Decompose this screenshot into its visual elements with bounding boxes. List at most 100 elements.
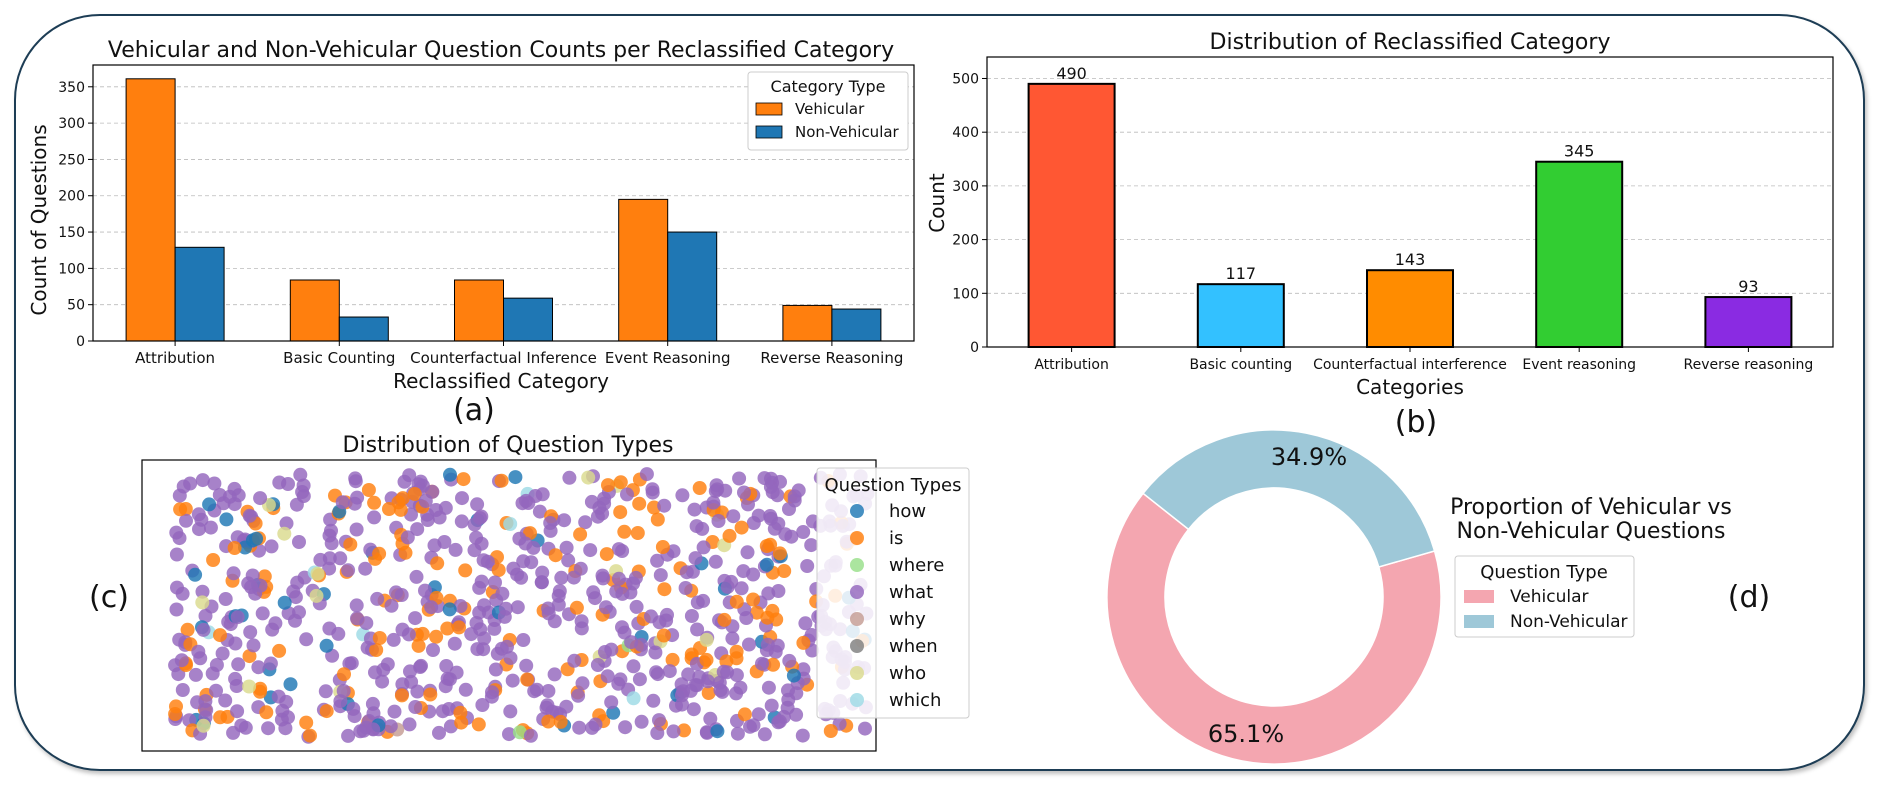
point-what: [170, 580, 184, 595]
point-is: [548, 548, 563, 563]
point-what: [678, 581, 693, 595]
point-what: [418, 583, 432, 598]
point-is: [343, 537, 358, 552]
point-what: [229, 679, 244, 693]
point-what: [272, 475, 287, 490]
legend-swatch-vehicular: [755, 102, 783, 116]
point-what: [367, 510, 382, 525]
point-what: [207, 476, 222, 491]
point-what: [344, 656, 359, 671]
point-what: [632, 672, 647, 687]
chart-a-ylabel: Count of Questions: [27, 124, 51, 315]
legend-marker-when: [850, 639, 864, 653]
point-what: [543, 516, 558, 530]
point-what: [265, 622, 280, 637]
point-what: [666, 724, 681, 739]
bar-non-vehicular-basic-counting: [338, 316, 389, 342]
chart-a-ytick-label: 100: [58, 261, 85, 277]
point-is: [749, 605, 764, 620]
point-what: [195, 584, 210, 599]
point-is: [372, 546, 387, 561]
point-what: [441, 702, 456, 716]
point-what: [547, 614, 562, 629]
point-what: [574, 614, 589, 629]
point-is: [319, 704, 334, 719]
point-what: [218, 693, 233, 708]
point-what: [571, 688, 586, 703]
point-what: [519, 658, 534, 673]
point-is: [242, 649, 257, 664]
point-what: [718, 483, 733, 498]
point-what: [349, 522, 364, 537]
chart-a-xtick-label: Event Reasoning: [605, 349, 731, 367]
point-what: [409, 569, 424, 584]
point-what: [782, 653, 797, 668]
point-what: [510, 600, 525, 615]
point-what: [599, 600, 613, 615]
point-what: [480, 554, 495, 569]
point-who: [310, 566, 325, 581]
point-what: [516, 633, 531, 647]
chart-a: Vehicular and Non-Vehicular Question Cou…: [27, 38, 915, 393]
point-what: [244, 580, 259, 594]
chart-a-title: Vehicular and Non-Vehicular Question Cou…: [108, 38, 894, 63]
bar-non-vehicular-event-reasoning: [667, 231, 718, 342]
point-what: [350, 490, 365, 505]
chart-c-legend: Question Types how is where what why when who w…: [816, 467, 970, 719]
point-what: [418, 494, 433, 508]
point-is: [393, 502, 408, 517]
point-what: [739, 611, 754, 625]
point-is: [394, 688, 409, 703]
point-is: [650, 512, 665, 527]
bar-vehicular-attribution: [125, 78, 176, 342]
point-what: [689, 519, 704, 534]
point-what: [205, 666, 220, 681]
point-is: [573, 527, 588, 542]
point-what: [628, 570, 643, 585]
bar-vehicular-event-reasoning: [618, 198, 669, 342]
point-who: [699, 632, 714, 647]
point-what: [604, 695, 619, 710]
chart-b-ytick-label: 400: [952, 125, 979, 141]
point-what: [318, 684, 333, 699]
point-what: [365, 696, 380, 711]
legend-label-non-vehicular-d: Non-Vehicular: [1510, 612, 1628, 632]
point-what: [726, 509, 741, 524]
point-what: [400, 530, 415, 545]
point-is: [206, 553, 221, 567]
point-what: [629, 599, 644, 614]
legend-label-who: who: [889, 663, 926, 684]
point-what: [226, 566, 241, 581]
point-what: [584, 494, 599, 509]
point-is: [440, 621, 455, 636]
point-what: [751, 508, 766, 523]
legend-label-why: why: [889, 609, 926, 630]
point-what: [438, 679, 453, 694]
point-what: [674, 688, 689, 703]
point-what: [690, 678, 704, 693]
point-is: [382, 502, 396, 516]
point-what: [586, 585, 601, 600]
point-what: [535, 487, 550, 502]
point-what: [804, 538, 819, 553]
point-what: [620, 487, 634, 502]
point-is: [656, 628, 671, 643]
chart-b-xtick-label: Attribution: [1034, 357, 1109, 373]
legend-label-how: how: [889, 501, 926, 522]
point-who: [196, 718, 211, 733]
point-what: [370, 591, 385, 606]
point-what: [455, 491, 469, 506]
point-what: [209, 683, 223, 698]
point-what: [800, 559, 815, 573]
point-what: [341, 728, 356, 743]
point-what: [198, 608, 213, 623]
point-which: [626, 691, 641, 706]
point-what: [716, 664, 731, 679]
legend-label-which: which: [889, 690, 941, 711]
panel-label-a: (a): [453, 393, 495, 428]
bar-vehicular-basic-counting: [289, 279, 340, 342]
point-what: [424, 600, 439, 615]
point-what: [322, 551, 337, 566]
point-what: [230, 610, 245, 625]
